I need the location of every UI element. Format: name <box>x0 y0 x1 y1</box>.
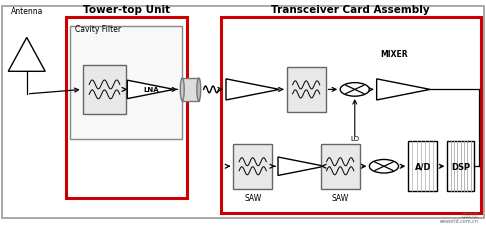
Polygon shape <box>278 157 325 176</box>
Ellipse shape <box>197 79 201 101</box>
Text: SAW: SAW <box>331 194 349 202</box>
Circle shape <box>340 83 369 97</box>
Text: DSP: DSP <box>451 162 470 171</box>
Text: 電子工程世界
eeworld.com.cn: 電子工程世界 eeworld.com.cn <box>440 212 479 223</box>
Text: MIXER: MIXER <box>380 50 407 58</box>
Text: Antenna: Antenna <box>11 7 43 16</box>
FancyBboxPatch shape <box>221 18 481 213</box>
FancyBboxPatch shape <box>408 142 437 191</box>
Ellipse shape <box>180 79 184 101</box>
Text: Tower-top Unit: Tower-top Unit <box>83 5 170 15</box>
FancyBboxPatch shape <box>66 18 187 198</box>
Text: LO: LO <box>350 135 359 141</box>
Text: LNA: LNA <box>144 87 159 93</box>
FancyBboxPatch shape <box>321 144 360 189</box>
Polygon shape <box>377 79 430 101</box>
FancyBboxPatch shape <box>2 7 484 218</box>
FancyBboxPatch shape <box>70 27 182 140</box>
FancyBboxPatch shape <box>233 144 272 189</box>
FancyBboxPatch shape <box>447 142 474 191</box>
FancyBboxPatch shape <box>287 68 326 112</box>
Text: Transceiver Card Assembly: Transceiver Card Assembly <box>271 5 429 15</box>
Text: Cavity Filter: Cavity Filter <box>75 25 122 34</box>
Polygon shape <box>8 38 45 72</box>
FancyBboxPatch shape <box>83 65 126 115</box>
Polygon shape <box>226 79 279 101</box>
Circle shape <box>369 160 399 173</box>
Text: A/D: A/D <box>415 162 431 171</box>
FancyBboxPatch shape <box>182 79 199 101</box>
Polygon shape <box>127 81 174 99</box>
Text: SAW: SAW <box>244 194 261 202</box>
